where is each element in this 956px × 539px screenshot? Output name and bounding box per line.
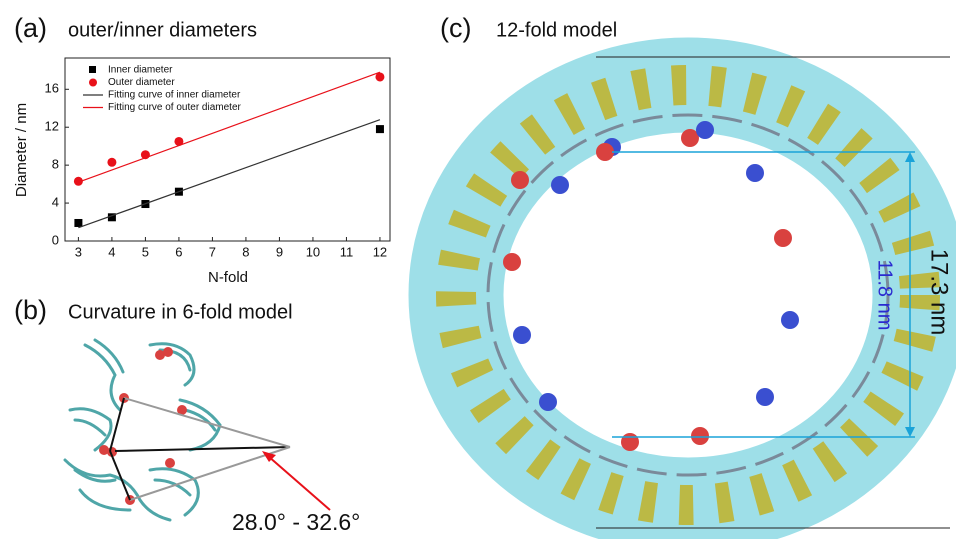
- arrow-head: [905, 427, 915, 437]
- x-tick-label: 7: [209, 244, 216, 259]
- ring-backbone: [486, 113, 890, 477]
- y-axis-label: Diameter / nm: [13, 103, 30, 197]
- outer-diameter-label: 17.3 nm: [926, 249, 953, 336]
- fit-line: [78, 119, 381, 229]
- angle-label: 28.0° - 32.6°: [232, 509, 360, 535]
- plot-frame: [64, 57, 391, 242]
- legend-label: Fitting curve of outer diameter: [108, 102, 242, 113]
- dimension-line: [596, 56, 950, 529]
- x-tick-label: 9: [276, 244, 283, 259]
- arrow-head: [905, 152, 915, 162]
- data-point: [174, 136, 184, 146]
- x-tick-label: 12: [373, 244, 387, 259]
- y-tick-label: 4: [52, 195, 59, 210]
- x-tick-label: 10: [306, 244, 320, 259]
- fit-line: [78, 71, 381, 183]
- legend-label: Fitting curve of inner diameter: [108, 90, 241, 101]
- panel-label: (c): [440, 13, 471, 43]
- x-tick-label: 11: [340, 244, 354, 259]
- y-tick-label: 16: [45, 81, 59, 96]
- legend-swatch: [89, 66, 96, 73]
- x-tick-label: 5: [142, 244, 149, 259]
- data-point: [375, 125, 384, 134]
- arrow-head: [262, 451, 276, 462]
- x-tick-label: 3: [75, 244, 82, 259]
- x-tick-label: 4: [108, 244, 115, 259]
- legend-label: Inner diameter: [108, 65, 173, 76]
- data-point: [73, 176, 83, 186]
- arrow: [267, 455, 331, 511]
- y-tick-label: 0: [52, 232, 59, 247]
- legend-label: Outer diameter: [108, 77, 175, 88]
- x-axis-label: N-fold: [208, 269, 248, 286]
- panel-label: (a): [14, 13, 47, 43]
- panel-title: 12-fold model: [496, 19, 617, 41]
- panel-title: Curvature in 6-fold model: [68, 301, 293, 323]
- angle-lines: [109, 397, 291, 501]
- inner-diameter-label: 11.8 nm: [874, 260, 896, 331]
- x-tick-label: 8: [242, 244, 249, 259]
- x-tick-label: 6: [175, 244, 182, 259]
- y-tick-label: 8: [52, 157, 59, 172]
- data-point: [74, 218, 83, 227]
- dimension-line: [612, 151, 915, 438]
- data-point: [107, 157, 117, 167]
- data-point: [107, 213, 116, 222]
- data-point: [375, 72, 385, 82]
- ring-sheets: [436, 65, 940, 525]
- panel-label: (b): [14, 295, 47, 325]
- y-tick-label: 12: [45, 119, 59, 134]
- legend-swatch: [89, 78, 97, 87]
- panel-title: outer/inner diameters: [68, 19, 257, 41]
- protein-structure: [63, 338, 222, 522]
- residue-marker: [503, 121, 799, 451]
